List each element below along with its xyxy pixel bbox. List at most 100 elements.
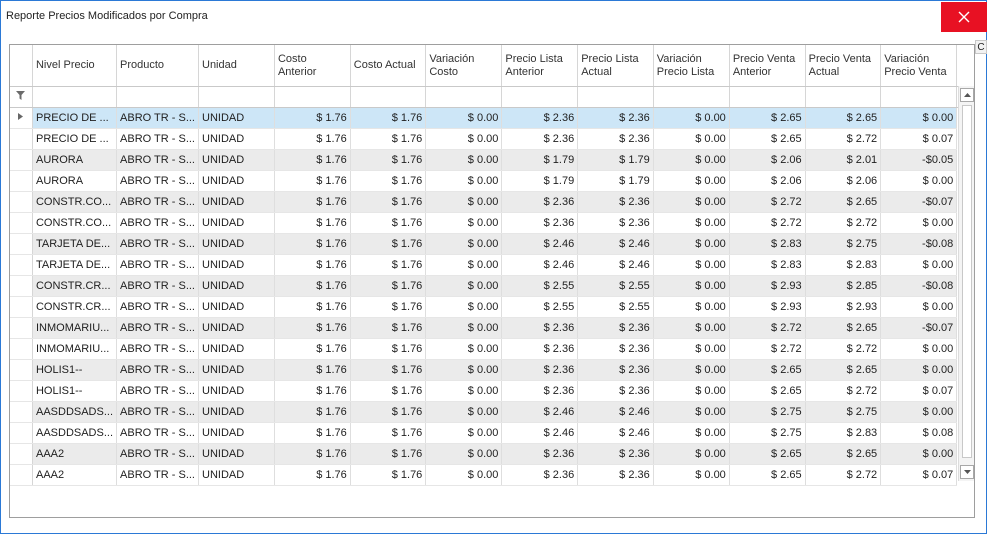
cell-variacion-precio-lista[interactable]: $ 0.00 [653,191,730,213]
cell-producto[interactable]: ABRO TR - S... [116,401,199,423]
cell-costo-anterior[interactable]: $ 1.76 [274,212,351,234]
column-header-variacion-costo[interactable]: Variación Costo [425,45,503,87]
cell-unidad[interactable]: UNIDAD [198,359,275,381]
cell-costo-anterior[interactable]: $ 1.76 [274,149,351,171]
filter-cell-unidad[interactable] [198,86,275,108]
cell-variacion-costo[interactable]: $ 0.00 [425,359,503,381]
cell-costo-actual[interactable]: $ 1.76 [350,359,427,381]
cell-precio-lista-anterior[interactable]: $ 2.46 [501,401,579,423]
cell-precio-lista-anterior[interactable]: $ 2.36 [501,212,579,234]
cell-costo-actual[interactable]: $ 1.76 [350,149,427,171]
cell-precio-lista-actual[interactable]: $ 2.46 [577,401,654,423]
table-row[interactable]: INMOMARIU... ABRO TR - S... UNIDAD $ 1.76 $ … [10,317,974,339]
cell-costo-actual[interactable]: $ 1.76 [350,422,427,444]
row-indicator-cell[interactable] [10,191,33,213]
filter-cell-nivel-precio[interactable] [32,86,118,108]
cell-precio-venta-actual[interactable]: $ 2.75 [805,401,882,423]
cell-precio-lista-anterior[interactable]: $ 2.36 [501,191,579,213]
cell-precio-venta-actual[interactable]: $ 2.01 [805,149,882,171]
cell-precio-lista-anterior[interactable]: $ 2.36 [501,107,579,129]
cell-variacion-costo[interactable]: $ 0.00 [425,275,503,297]
cell-precio-lista-actual[interactable]: $ 2.36 [577,359,654,381]
cell-precio-venta-actual[interactable]: $ 2.83 [805,422,882,444]
cell-variacion-costo[interactable]: $ 0.00 [425,233,503,255]
close-button[interactable] [941,2,987,32]
cell-precio-venta-actual[interactable]: $ 2.83 [805,254,882,276]
cell-precio-lista-anterior[interactable]: $ 2.55 [501,296,579,318]
row-indicator-cell[interactable] [10,296,33,318]
cell-costo-anterior[interactable]: $ 1.76 [274,107,351,129]
cell-precio-venta-actual[interactable]: $ 2.65 [805,317,882,339]
cell-precio-lista-actual[interactable]: $ 2.36 [577,128,654,150]
cell-nivel-precio[interactable]: HOLIS1-- [32,359,118,381]
cell-variacion-precio-venta[interactable]: $ 0.07 [880,464,958,486]
cell-precio-lista-anterior[interactable]: $ 2.36 [501,128,579,150]
cell-precio-venta-actual[interactable]: $ 2.65 [805,443,882,465]
cell-producto[interactable]: ABRO TR - S... [116,191,199,213]
cell-unidad[interactable]: UNIDAD [198,317,275,339]
cell-variacion-precio-venta[interactable]: $ 0.07 [880,128,958,150]
cell-variacion-costo[interactable]: $ 0.00 [425,443,503,465]
filter-indicator-cell[interactable] [10,86,33,108]
cell-precio-venta-anterior[interactable]: $ 2.83 [729,254,806,276]
filter-cell-costo-anterior[interactable] [274,86,351,108]
cell-costo-anterior[interactable]: $ 1.76 [274,338,351,360]
cell-unidad[interactable]: UNIDAD [198,401,275,423]
filter-row[interactable] [10,86,974,108]
cell-precio-lista-actual[interactable]: $ 2.55 [577,275,654,297]
cell-precio-lista-anterior[interactable]: $ 2.36 [501,338,579,360]
cell-variacion-costo[interactable]: $ 0.00 [425,296,503,318]
cell-unidad[interactable]: UNIDAD [198,170,275,192]
cell-costo-anterior[interactable]: $ 1.76 [274,233,351,255]
table-row[interactable]: CONSTR.CO... ABRO TR - S... UNIDAD $ 1.76 $ … [10,191,974,213]
cell-precio-venta-actual[interactable]: $ 2.06 [805,170,882,192]
cell-precio-venta-anterior[interactable]: $ 2.65 [729,128,806,150]
cell-precio-lista-actual[interactable]: $ 2.36 [577,212,654,234]
table-row[interactable]: INMOMARIU... ABRO TR - S... UNIDAD $ 1.76 $ … [10,338,974,360]
cell-precio-lista-actual[interactable]: $ 2.36 [577,191,654,213]
cell-precio-venta-anterior[interactable]: $ 2.65 [729,359,806,381]
cell-precio-venta-anterior[interactable]: $ 2.93 [729,296,806,318]
row-indicator-cell[interactable] [10,170,33,192]
cell-precio-lista-anterior[interactable]: $ 2.36 [501,443,579,465]
cell-variacion-precio-lista[interactable]: $ 0.00 [653,443,730,465]
cell-variacion-precio-venta[interactable]: $ 0.00 [880,296,958,318]
cell-nivel-precio[interactable]: AURORA [32,170,118,192]
cell-variacion-precio-lista[interactable]: $ 0.00 [653,128,730,150]
cell-costo-anterior[interactable]: $ 1.76 [274,170,351,192]
row-indicator-cell[interactable] [10,212,33,234]
cell-costo-anterior[interactable]: $ 1.76 [274,401,351,423]
cell-costo-actual[interactable]: $ 1.76 [350,443,427,465]
cell-variacion-costo[interactable]: $ 0.00 [425,380,503,402]
cell-precio-lista-actual[interactable]: $ 2.55 [577,296,654,318]
cell-variacion-costo[interactable]: $ 0.00 [425,170,503,192]
cell-costo-anterior[interactable]: $ 1.76 [274,443,351,465]
cell-precio-venta-anterior[interactable]: $ 2.06 [729,149,806,171]
table-row[interactable]: AAA2 ABRO TR - S... UNIDAD $ 1.76 $ 1.76 $ 0.… [10,443,974,465]
row-indicator-cell[interactable] [10,422,33,444]
cell-variacion-precio-lista[interactable]: $ 0.00 [653,296,730,318]
cell-costo-actual[interactable]: $ 1.76 [350,317,427,339]
column-header-precio-venta-actual[interactable]: Precio Venta Actual [805,45,882,87]
cell-variacion-precio-venta[interactable]: $ 0.00 [880,107,958,129]
cell-costo-actual[interactable]: $ 1.76 [350,338,427,360]
cell-precio-venta-anterior[interactable]: $ 2.65 [729,380,806,402]
cell-unidad[interactable]: UNIDAD [198,275,275,297]
cell-precio-lista-anterior[interactable]: $ 2.55 [501,275,579,297]
cell-costo-anterior[interactable]: $ 1.76 [274,464,351,486]
cell-precio-lista-actual[interactable]: $ 2.36 [577,443,654,465]
cell-precio-lista-actual[interactable]: $ 1.79 [577,170,654,192]
cell-precio-venta-actual[interactable]: $ 2.72 [805,128,882,150]
cell-costo-anterior[interactable]: $ 1.76 [274,359,351,381]
cell-precio-lista-anterior[interactable]: $ 2.46 [501,233,579,255]
cell-precio-lista-actual[interactable]: $ 2.36 [577,338,654,360]
cell-precio-venta-anterior[interactable]: $ 2.65 [729,443,806,465]
cell-precio-venta-actual[interactable]: $ 2.72 [805,212,882,234]
cell-producto[interactable]: ABRO TR - S... [116,212,199,234]
cell-costo-anterior[interactable]: $ 1.76 [274,380,351,402]
cell-precio-lista-actual[interactable]: $ 2.36 [577,464,654,486]
column-header-variacion-precio-lista[interactable]: Variación Precio Lista [653,45,730,87]
cell-nivel-precio[interactable]: TARJETA DE... [32,254,118,276]
table-row[interactable]: AASDDSADS... ABRO TR - S... UNIDAD $ 1.76 $ … [10,422,974,444]
cell-variacion-precio-venta[interactable]: $ 0.00 [880,212,958,234]
